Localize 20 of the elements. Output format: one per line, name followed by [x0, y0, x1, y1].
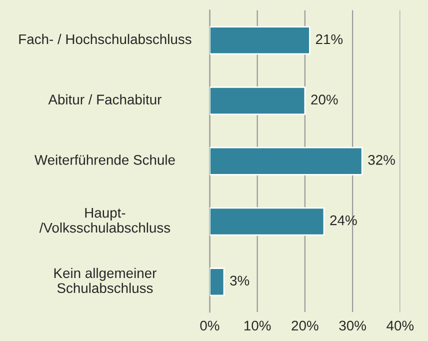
x-tick-label: 20% — [292, 320, 318, 331]
bar — [210, 86, 306, 116]
bar — [210, 146, 363, 176]
y-tick-label: Haupt- /Volksschulabschluss — [39, 208, 170, 233]
data-label: 24% — [330, 215, 357, 226]
y-tick-label: Weiterführende Schule — [34, 154, 175, 165]
data-label: 3% — [230, 276, 250, 286]
x-tick-label: 30% — [339, 320, 366, 331]
y-tick-label: Kein allgemeiner Schulabschluss — [54, 268, 156, 294]
y-tick-label: Fach- / Hochschulabschluss — [19, 34, 192, 44]
bar — [210, 26, 310, 55]
bar — [210, 268, 225, 296]
data-label: 21% — [316, 34, 343, 44]
data-label: 32% — [368, 155, 395, 165]
x-tick-label: 40% — [386, 320, 414, 331]
x-tick-label: 0% — [200, 320, 220, 331]
y-tick-label: Abitur / Fachabitur — [48, 94, 162, 104]
x-tick-label: 10% — [244, 320, 271, 331]
bar — [210, 207, 325, 236]
data-label: 20% — [311, 94, 338, 104]
